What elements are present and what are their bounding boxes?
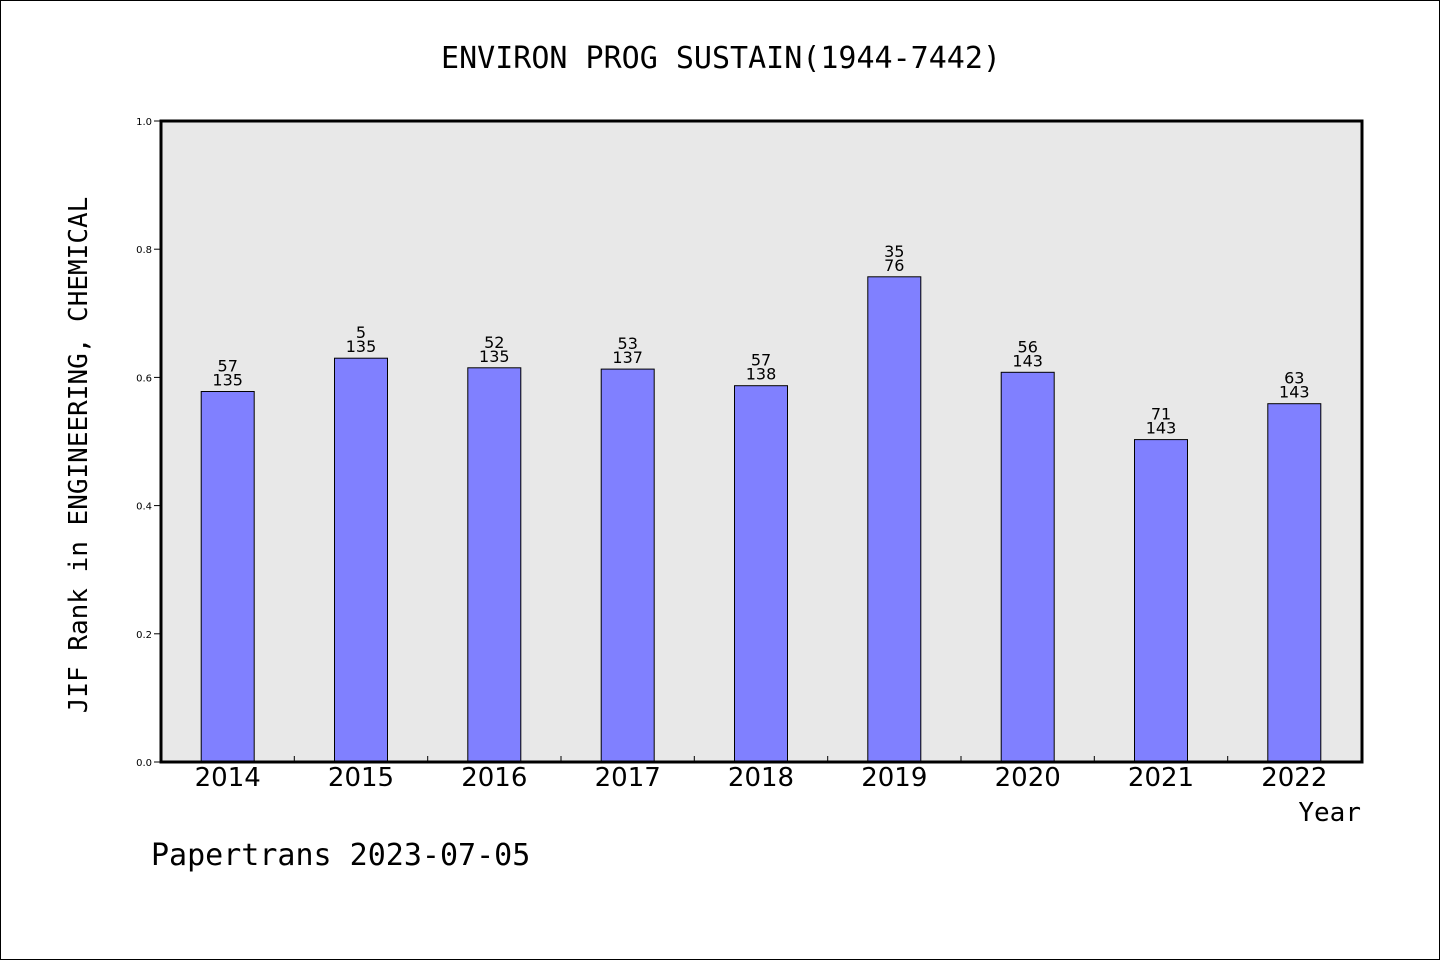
total-label-2019: 76 [884, 256, 904, 275]
rank-label-2020: 56 [1018, 337, 1038, 356]
y-tick-label: 0.6 [136, 373, 152, 384]
rank-label-2018: 57 [751, 351, 771, 370]
total-label-2018: 138 [746, 365, 777, 384]
bar-2017 [600, 368, 655, 763]
rank-label-2022: 63 [1284, 369, 1304, 388]
x-tick-label-2016: 2016 [461, 763, 527, 793]
total-label-2015: 135 [346, 337, 377, 356]
plot-border [159, 119, 1364, 764]
bar-2018 [734, 385, 788, 763]
rank-label-2016: 52 [484, 333, 504, 352]
bar-2015 [334, 357, 388, 763]
y-tick-label: 0.2 [136, 630, 152, 641]
bar-2016 [467, 367, 522, 763]
y-axis: 0.0 0.2 0.4 0.6 0.8 1.0 [136, 117, 161, 769]
footer-credit: Papertrans 2023-07-05 [151, 838, 530, 873]
x-tick-label-2017: 2017 [595, 763, 661, 793]
x-tick-label-2014: 2014 [195, 763, 261, 793]
total-label-2017: 137 [612, 348, 643, 367]
bar-2020 [1000, 371, 1055, 763]
x-axis-title: Year [1298, 798, 1361, 828]
x-tick-label-2015: 2015 [328, 763, 394, 793]
y-tick-label: 0.4 [136, 502, 152, 513]
y-tick-label: 0.0 [136, 758, 152, 769]
total-label-2016: 135 [479, 347, 510, 366]
x-tick-label-2022: 2022 [1261, 763, 1327, 793]
chart-title: ENVIRON PROG SUSTAIN(1944-7442) [441, 41, 1001, 76]
bar-2019 [867, 276, 922, 763]
y-axis-title: JIF Rank in ENGINEERING, CHEMICAL [64, 197, 94, 714]
x-tick-label-2020: 2020 [995, 763, 1061, 793]
y-tick-label: 0.8 [136, 245, 152, 256]
rank-label-2015: 5 [356, 323, 366, 342]
x-axis: 2014 2015 2016 2017 2018 2019 2020 2021 2022 [195, 756, 1327, 793]
total-label-2021: 143 [1146, 419, 1177, 438]
x-tick-label-2021: 2021 [1128, 763, 1194, 793]
x-tick-label-2019: 2019 [861, 763, 927, 793]
rank-label-2014: 57 [218, 357, 238, 376]
rank-label-2019: 35 [884, 242, 904, 261]
bar-2021 [1134, 439, 1188, 763]
bar-2022 [1267, 403, 1322, 763]
bars-layer [200, 276, 1322, 763]
rank-label-2017: 53 [618, 334, 638, 353]
x-tick-label-2018: 2018 [728, 763, 794, 793]
total-label-2022: 143 [1279, 383, 1310, 402]
total-label-2020: 143 [1012, 351, 1043, 370]
y-tick-label: 1.0 [136, 117, 152, 128]
rank-label-2021: 71 [1151, 405, 1171, 424]
bar-2014 [200, 391, 255, 763]
total-label-2014: 135 [212, 371, 243, 390]
